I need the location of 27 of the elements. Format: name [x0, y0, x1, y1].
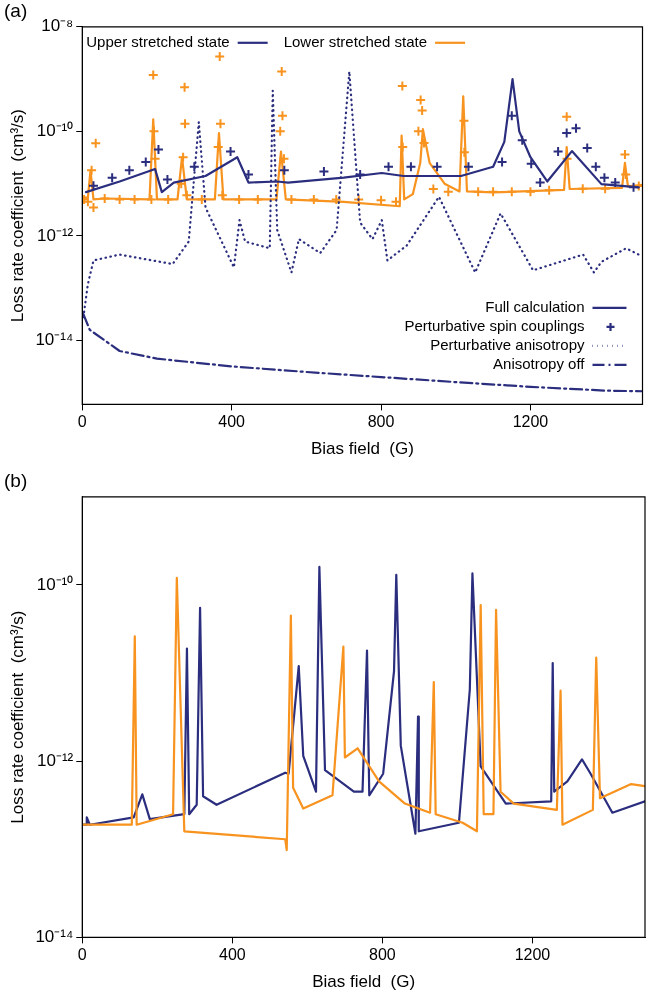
- y-tick-label: 10⁻¹⁰: [36, 574, 74, 594]
- y-axis-title: Loss rate coefficient (cm³/s): [7, 109, 27, 323]
- x-tick-label: 0: [77, 946, 87, 964]
- legend-label: Full calculation: [485, 298, 585, 316]
- y-tick-label: 10⁻⁸: [41, 16, 74, 36]
- legend-label: Anisotropy off: [493, 355, 586, 373]
- annotation: Upper stretched state: [86, 32, 230, 50]
- x-tick-label: 800: [369, 946, 396, 964]
- x-tick-label: 400: [218, 946, 246, 964]
- x-tick-label: 1200: [514, 946, 551, 964]
- annotation: Lower stretched state: [283, 32, 428, 50]
- x-tick-label: 800: [367, 413, 395, 431]
- y-tick-label: 10⁻¹⁰: [36, 121, 74, 141]
- y-axis-title: Loss rate coefficient (cm³/s): [7, 610, 27, 824]
- chart-title: (b): [4, 469, 28, 491]
- x-tick-label: 1200: [512, 413, 549, 431]
- y-tick-label: 10⁻¹²: [37, 225, 74, 245]
- y-tick-label: 10⁻¹⁴: [35, 330, 74, 350]
- x-axis-title: Bias field (G): [310, 439, 414, 459]
- legend-label: Perturbative spin couplings: [404, 317, 585, 335]
- x-tick-label: 400: [218, 413, 246, 431]
- y-tick-label: 10⁻¹²: [37, 750, 74, 770]
- chart-title: (a): [4, 0, 28, 21]
- x-tick-label: 0: [77, 413, 87, 431]
- x-axis-title: Bias field (G): [312, 972, 416, 992]
- y-tick-label: 10⁻¹⁴: [35, 927, 74, 947]
- legend-label: Perturbative anisotropy: [430, 336, 585, 354]
